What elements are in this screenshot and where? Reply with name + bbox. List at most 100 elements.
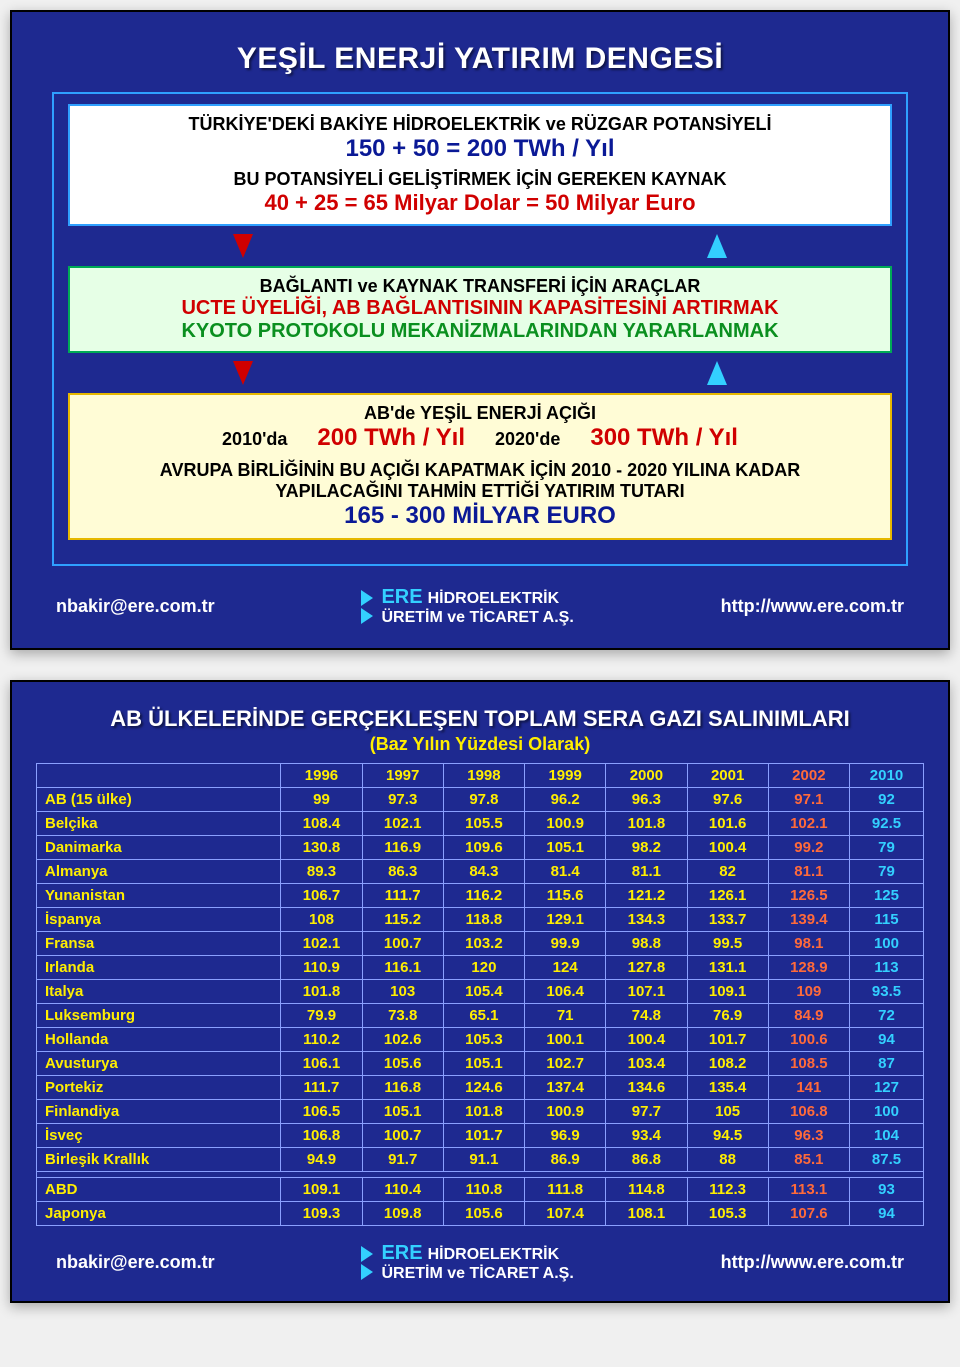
table-cell-label: Finlandiya [37,1100,281,1124]
table-cell-value: 81.4 [525,860,606,884]
table-cell-label: Almanya [37,860,281,884]
table-header-year: 1998 [443,764,524,788]
table-cell-value: 100.6 [768,1028,849,1052]
table-cell-value: 98.2 [606,836,687,860]
table-cell-value: 74.8 [606,1004,687,1028]
table-cell-value: 135.4 [687,1076,768,1100]
table-cell-value: 88 [687,1148,768,1172]
table-cell-value: 91.7 [362,1148,443,1172]
box2-line3: KYOTO PROTOKOLU MEKANİZMALARINDAN YARARL… [80,320,880,343]
table-cell-value: 129.1 [525,908,606,932]
slide2-footer: nbakir@ere.com.tr ERE HİDROELEKTRİK ÜRET… [36,1236,924,1283]
footer-email: nbakir@ere.com.tr [56,596,215,617]
box1-line1: TÜRKİYE'DEKİ BAKİYE HİDROELEKTRİK ve RÜZ… [80,114,880,135]
table-cell-value: 108.4 [281,812,362,836]
table-cell-value: 102.1 [362,812,443,836]
arrow-down-icon [233,361,253,385]
footer-brand: ERE [381,586,422,608]
table-cell-value: 94 [849,1202,923,1226]
table-row: Avusturya106.1105.6105.1102.7103.4108.21… [37,1052,924,1076]
table-cell-value: 100.9 [525,812,606,836]
table-cell-value: 72 [849,1004,923,1028]
box3-line4: 165 - 300 MİLYAR EURO [80,502,880,530]
table-cell-value: 111.8 [525,1178,606,1202]
table-cell-label: Fransa [37,932,281,956]
table-cell-value: 81.1 [768,860,849,884]
table-cell-value: 100.4 [687,836,768,860]
table-cell-value: 110.4 [362,1178,443,1202]
table-cell-value: 120 [443,956,524,980]
table-cell-value: 87 [849,1052,923,1076]
slide-investment-balance: YEŞİL ENERJİ YATIRIM DENGESİ TÜRKİYE'DEK… [10,10,950,650]
table-cell-value: 71 [525,1004,606,1028]
table-cell-value: 102.6 [362,1028,443,1052]
table-cell-value: 99.9 [525,932,606,956]
table-cell-value: 97.6 [687,788,768,812]
table-cell-label: AB (15 ülke) [37,788,281,812]
table-cell-value: 101.8 [443,1100,524,1124]
table-row: Luksemburg79.973.865.17174.876.984.972 [37,1004,924,1028]
table-cell-value: 121.2 [606,884,687,908]
table-cell-value: 85.1 [768,1148,849,1172]
table-row: Finlandiya106.5105.1101.8100.997.7105106… [37,1100,924,1124]
table-cell-value: 100.4 [606,1028,687,1052]
table-row: Irlanda110.9116.1120124127.8131.1128.911… [37,956,924,980]
arrows-2 [233,361,727,389]
table-cell-value: 139.4 [768,908,849,932]
table-cell-label: İspanya [37,908,281,932]
table-cell-value: 107.1 [606,980,687,1004]
table-cell-value: 116.2 [443,884,524,908]
slide2-subtitle: (Baz Yılın Yüzdesi Olarak) [36,734,924,755]
box3-val2: 300 TWh / Yıl [590,424,738,452]
table-cell-value: 109.1 [281,1178,362,1202]
table-row: Japonya109.3109.8105.6107.4108.1105.3107… [37,1202,924,1226]
table-cell-value: 127 [849,1076,923,1100]
table-cell-value: 101.7 [443,1124,524,1148]
table-cell-value: 105.5 [443,812,524,836]
table-cell-value: 104 [849,1124,923,1148]
table-row: AB (15 ülke)9997.397.896.296.397.697.192 [37,788,924,812]
box1-line4: 40 + 25 = 65 Milyar Dolar = 50 Milyar Eu… [80,190,880,216]
table-cell-value: 109.3 [281,1202,362,1226]
table-cell-value: 97.8 [443,788,524,812]
table-cell-value: 105.6 [443,1202,524,1226]
arrow-up-icon [707,361,727,385]
table-cell-value: 103.4 [606,1052,687,1076]
table-cell-value: 134.6 [606,1076,687,1100]
table-cell-label: Birleşik Krallık [37,1148,281,1172]
table-cell-value: 118.8 [443,908,524,932]
table-cell-value: 137.4 [525,1076,606,1100]
footer-url: http://www.ere.com.tr [721,596,904,617]
table-cell-value: 105.6 [362,1052,443,1076]
table-cell-value: 96.3 [768,1124,849,1148]
table-cell-value: 128.9 [768,956,849,980]
table-row: ABD109.1110.4110.8111.8114.8112.3113.193 [37,1178,924,1202]
table-cell-value: 99.2 [768,836,849,860]
table-header-year: 2001 [687,764,768,788]
table-cell-value: 116.8 [362,1076,443,1100]
table-cell-value: 98.1 [768,932,849,956]
table-cell-value: 92 [849,788,923,812]
box3-yr2: 2020'de [495,429,560,450]
table-cell-value: 91.1 [443,1148,524,1172]
table-row: Yunanistan106.7111.7116.2115.6121.2126.1… [37,884,924,908]
slide-ghg-table: AB ÜLKELERİNDE GERÇEKLEŞEN TOPLAM SERA G… [10,680,950,1303]
table-cell-value: 133.7 [687,908,768,932]
table-cell-value: 102.1 [768,812,849,836]
table-cell-value: 106.7 [281,884,362,908]
table-cell-value: 115 [849,908,923,932]
table-cell-value: 101.8 [606,812,687,836]
table-cell-value: 100 [849,1100,923,1124]
table-cell-value: 109.1 [687,980,768,1004]
footer-company2: ÜRETİM ve TİCARET A.Ş. [381,609,573,627]
table-cell-value: 109.8 [362,1202,443,1226]
table-row: Danimarka130.8116.9109.6105.198.2100.499… [37,836,924,860]
table-cell-value: 105.4 [443,980,524,1004]
table-cell-value: 105.1 [362,1100,443,1124]
table-cell-value: 100.1 [525,1028,606,1052]
table-cell-value: 101.7 [687,1028,768,1052]
table-cell-label: Belçika [37,812,281,836]
table-cell-value: 108.1 [606,1202,687,1226]
table-cell-value: 97.3 [362,788,443,812]
table-cell-value: 97.7 [606,1100,687,1124]
